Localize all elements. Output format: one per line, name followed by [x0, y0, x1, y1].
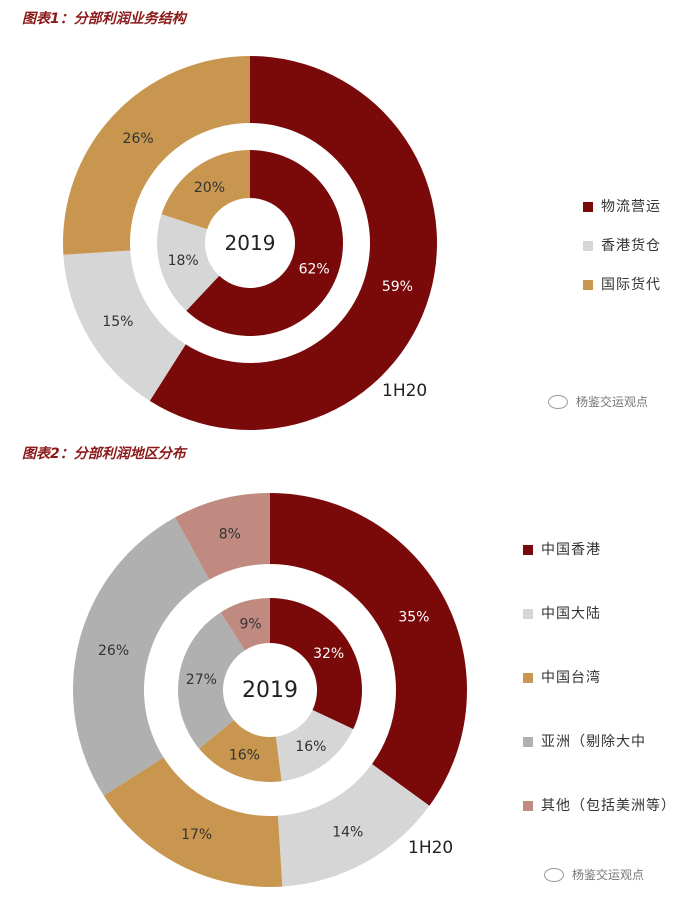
outer-ring-slice-2	[63, 56, 251, 255]
legend-swatch	[583, 202, 593, 212]
watermark: 杨鉴交运观点	[544, 866, 644, 883]
outer-ring-label-3: 26%	[98, 643, 129, 659]
inner-ring-slice-1	[275, 710, 354, 782]
outer-ring-label-2: 17%	[181, 827, 212, 843]
inner-ring-slice-0	[270, 598, 362, 730]
business-structure-donut-chart: 62% 18% 20% 59% 15% 26% 2019 1H20	[63, 56, 437, 430]
legend-item-mainland: 中国大陆	[523, 604, 693, 624]
legend-swatch	[523, 673, 533, 683]
legend-swatch	[523, 609, 533, 619]
inner-ring-slice-2	[199, 719, 282, 782]
inner-ring-slice-4	[220, 598, 270, 651]
inner-ring-slice-3	[178, 612, 245, 749]
legend-swatch	[583, 280, 593, 290]
legend-label: 中国香港	[541, 542, 601, 558]
figure1-title: 图表1：分部利润业务结构	[22, 11, 186, 27]
legend-item-hong-kong: 中国香港	[523, 540, 693, 560]
outer-ring-slice-1	[63, 250, 186, 401]
outer-ring-slice-0	[149, 56, 437, 430]
outer-ring-slice-1	[277, 764, 430, 887]
outer-ring-slice-0	[270, 493, 467, 806]
figure2-legend: 中国香港 中国大陆 中国台湾 亚洲（剔除大中 其他（包括美洲等）	[523, 540, 693, 860]
outer-ring-label-1: 14%	[332, 825, 363, 841]
legend-swatch	[583, 241, 593, 251]
legend-item-others: 其他（包括美洲等）	[523, 796, 693, 816]
outer-ring-label-2: 26%	[123, 131, 154, 147]
outer-ring-label-1H20: 1H20	[408, 838, 453, 858]
inner-ring-slice-2	[161, 150, 250, 230]
legend-item-logistics: 物流营运	[583, 197, 693, 217]
center-label-2019: 2019	[225, 231, 276, 255]
inner-ring-label-2: 16%	[229, 748, 260, 764]
legend-swatch	[523, 737, 533, 747]
regional-distribution-donut-chart: 32% 16% 16% 27% 9% 35% 14% 17% 26% 8% 2019 1H20	[73, 493, 467, 887]
inner-ring-slice-0	[186, 150, 343, 336]
legend-item-asia: 亚洲（剔除大中	[523, 732, 693, 752]
outer-ring-label-0: 35%	[398, 610, 429, 626]
legend-item-taiwan: 中国台湾	[523, 668, 693, 688]
inner-ring-label-1: 18%	[168, 253, 199, 269]
inner-ring-label-4: 9%	[240, 616, 262, 632]
watermark-text: 杨鉴交运观点	[576, 395, 649, 409]
figure2-title: 图表2：分部利润地区分布	[22, 446, 186, 462]
legend-label: 物流营运	[601, 199, 661, 215]
watermark: 杨鉴交运观点	[548, 393, 648, 410]
outer-ring-slice-2	[103, 757, 283, 887]
outer-ring-label-1H20: 1H20	[382, 381, 427, 401]
inner-ring-label-0: 32%	[313, 646, 344, 662]
outer-ring-label-1: 15%	[102, 314, 133, 330]
inner-ring-label-2: 20%	[194, 180, 225, 196]
legend-swatch	[523, 545, 533, 555]
inner-ring-label-0: 62%	[299, 261, 330, 277]
legend-label: 香港货仓	[601, 238, 661, 254]
legend-label: 国际货代	[601, 277, 661, 293]
legend-label: 其他（包括美洲等）	[541, 798, 676, 814]
legend-label: 亚洲（剔除大中	[541, 734, 646, 750]
outer-ring-label-0: 59%	[382, 279, 413, 295]
legend-item-freight-forwarding: 国际货代	[583, 275, 693, 295]
outer-ring-slice-3	[73, 517, 210, 796]
inner-ring-slice-1	[156, 214, 220, 311]
inner-ring-label-3: 27%	[186, 672, 217, 688]
outer-ring-label-4: 8%	[219, 527, 241, 543]
outer-ring-slice-4	[175, 493, 270, 580]
center-label-2019: 2019	[242, 678, 298, 703]
wechat-logo-icon	[548, 394, 568, 409]
legend-label: 中国台湾	[541, 670, 601, 686]
legend-item-hk-warehouse: 香港货仓	[583, 236, 693, 256]
watermark-text: 杨鉴交运观点	[572, 868, 645, 882]
legend-label: 中国大陆	[541, 606, 601, 622]
inner-ring-label-1: 16%	[295, 739, 326, 755]
legend-swatch	[523, 801, 533, 811]
figure1-legend: 物流营运 香港货仓 国际货代	[583, 197, 693, 314]
wechat-logo-icon	[544, 867, 564, 882]
